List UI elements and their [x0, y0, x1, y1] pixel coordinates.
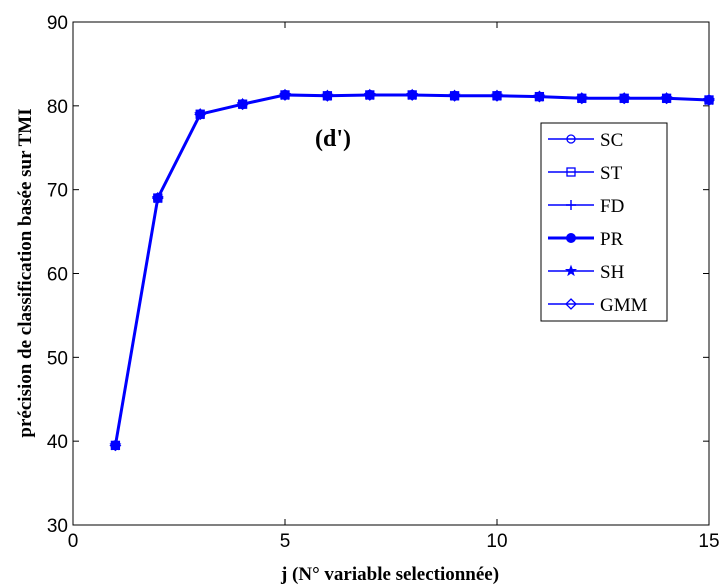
data-point-gmm — [618, 92, 631, 105]
y-axis-title: précision de classification basée sur TM… — [15, 108, 36, 437]
x-tick-label: 0 — [68, 531, 79, 552]
legend-marker — [566, 233, 576, 243]
y-tick-label: 80 — [47, 97, 68, 118]
data-point-gmm — [491, 89, 503, 102]
legend-marker — [566, 134, 576, 144]
y-tick-label: 50 — [47, 348, 68, 369]
data-point-gmm — [236, 98, 249, 111]
legend-label: GMM — [600, 295, 648, 316]
legend-item-st: ST — [548, 163, 623, 184]
legend-marker — [565, 298, 577, 310]
legend-item-pr: PR — [548, 229, 624, 250]
legend: SC ST FD PR SH GMM — [540, 122, 668, 322]
data-point-gmm — [109, 439, 122, 452]
legend-marker — [566, 200, 576, 210]
data-point-gmm — [194, 108, 207, 121]
legend-label: FD — [600, 196, 624, 217]
x-tick-label: 5 — [280, 531, 291, 552]
legend-box — [540, 122, 668, 322]
legend-marker — [564, 264, 578, 277]
data-point-gmm — [448, 89, 461, 102]
series-layer — [109, 88, 716, 452]
axis-ticks: 0 5 10 15 30 40 50 60 70 80 90 — [47, 13, 720, 552]
data-point-gmm — [660, 92, 673, 105]
series-line-gmm — [114, 94, 710, 446]
y-tick-label: 30 — [47, 516, 68, 537]
legend-item-fd: FD — [548, 196, 624, 217]
series-gmm — [109, 89, 715, 452]
legend-label: PR — [600, 229, 624, 250]
legend-label: SC — [600, 130, 623, 151]
data-point-gmm — [406, 89, 419, 101]
legend-label: ST — [600, 163, 623, 184]
data-point-gmm — [363, 89, 376, 101]
legend-item-sh: SH — [548, 262, 625, 283]
y-tick-label: 70 — [47, 181, 68, 202]
legend-item-gmm: GMM — [548, 295, 648, 316]
data-point-gmm — [151, 192, 164, 204]
x-axis-title: j (N° variable selectionnée) — [280, 564, 499, 585]
x-tick-label: 15 — [698, 531, 719, 552]
data-point-gmm — [279, 89, 291, 101]
data-point-gmm — [575, 92, 588, 105]
x-tick-label: 10 — [486, 531, 507, 552]
y-tick-label: 60 — [47, 265, 68, 286]
legend-label: SH — [600, 262, 625, 283]
y-tick-label: 90 — [47, 13, 68, 34]
annotation-label: (d') — [315, 126, 351, 152]
data-point-gmm — [533, 90, 546, 103]
legend-marker — [566, 167, 576, 177]
legend-item-sc: SC — [548, 130, 623, 151]
data-point-gmm — [703, 94, 715, 106]
data-point-gmm — [321, 89, 334, 102]
y-tick-label: 40 — [47, 432, 68, 453]
